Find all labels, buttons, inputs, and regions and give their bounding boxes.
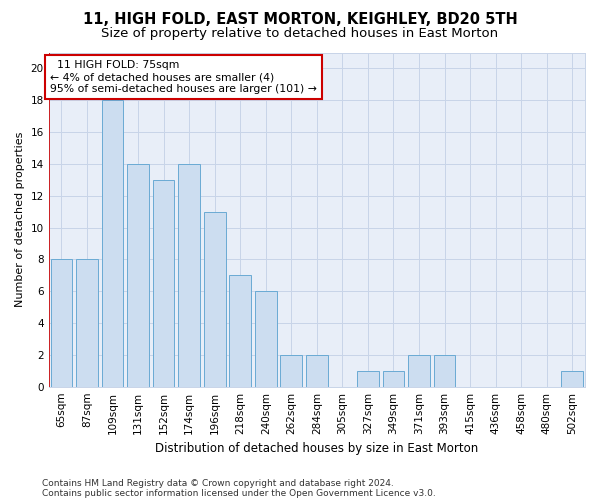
Bar: [50, 260, 72, 386]
Bar: [562, 371, 583, 386]
Bar: [383, 371, 404, 386]
Bar: [101, 100, 124, 386]
Text: Contains public sector information licensed under the Open Government Licence v3: Contains public sector information licen…: [42, 488, 436, 498]
X-axis label: Distribution of detached houses by size in East Morton: Distribution of detached houses by size …: [155, 442, 478, 455]
Bar: [204, 212, 226, 386]
Bar: [229, 276, 251, 386]
Y-axis label: Number of detached properties: Number of detached properties: [15, 132, 25, 308]
Text: Size of property relative to detached houses in East Morton: Size of property relative to detached ho…: [101, 28, 499, 40]
Bar: [408, 355, 430, 386]
Bar: [280, 355, 302, 386]
Text: 11, HIGH FOLD, EAST MORTON, KEIGHLEY, BD20 5TH: 11, HIGH FOLD, EAST MORTON, KEIGHLEY, BD…: [83, 12, 517, 28]
Bar: [306, 355, 328, 386]
Text: Contains HM Land Registry data © Crown copyright and database right 2024.: Contains HM Land Registry data © Crown c…: [42, 478, 394, 488]
Bar: [357, 371, 379, 386]
Bar: [153, 180, 175, 386]
Bar: [434, 355, 455, 386]
Text: 11 HIGH FOLD: 75sqm
← 4% of detached houses are smaller (4)
95% of semi-detached: 11 HIGH FOLD: 75sqm ← 4% of detached hou…: [50, 60, 317, 94]
Bar: [127, 164, 149, 386]
Bar: [76, 260, 98, 386]
Bar: [178, 164, 200, 386]
Bar: [255, 291, 277, 386]
